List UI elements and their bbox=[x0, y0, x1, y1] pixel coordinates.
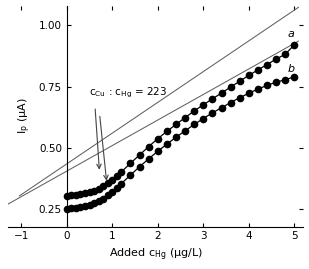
Y-axis label: I$_\mathrm{p}$ (μA): I$_\mathrm{p}$ (μA) bbox=[17, 98, 33, 134]
Text: b: b bbox=[287, 64, 294, 74]
Text: a: a bbox=[287, 29, 294, 39]
Text: c$_\mathrm{Cu}$ : c$_\mathrm{Hg}$ = 223: c$_\mathrm{Cu}$ : c$_\mathrm{Hg}$ = 223 bbox=[89, 86, 167, 100]
X-axis label: Added c$_\mathrm{Hg}$ (μg/L): Added c$_\mathrm{Hg}$ (μg/L) bbox=[108, 247, 202, 263]
